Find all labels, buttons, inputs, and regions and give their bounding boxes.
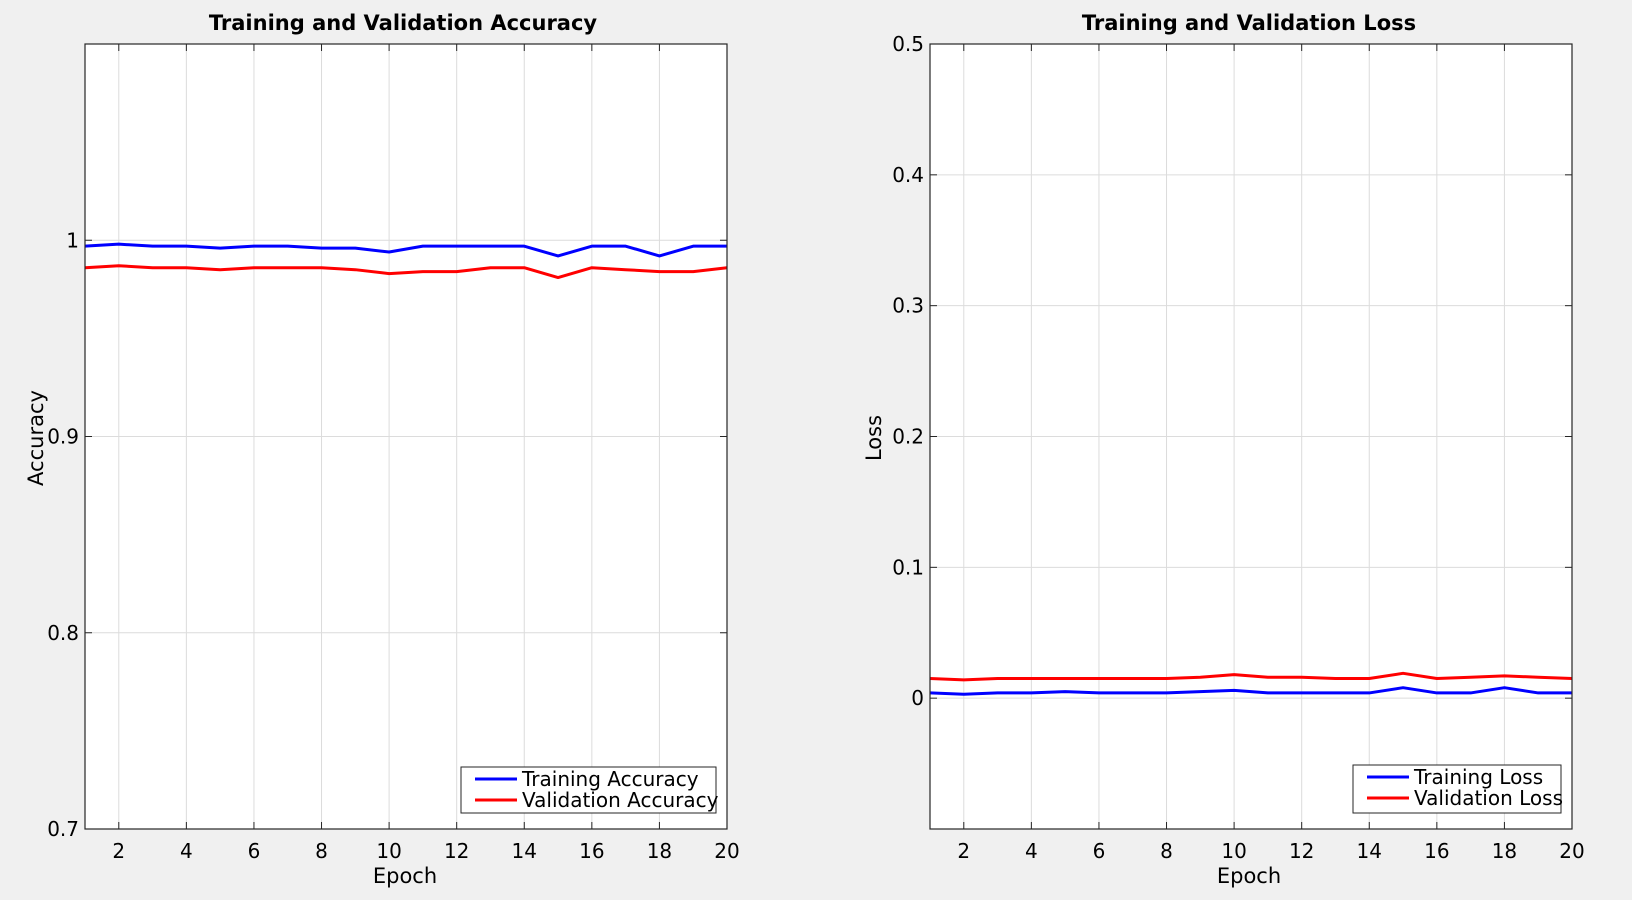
loss-series-validation-line: [929, 671, 1573, 682]
accuracy-x-tick-label: 8: [315, 839, 328, 863]
loss-y-tick-label: 0.2: [892, 425, 924, 449]
loss-x-axis-label: Epoch: [1217, 864, 1281, 888]
loss-x-tick-label: 4: [1025, 839, 1038, 863]
accuracy-x-tick-label: 10: [376, 839, 401, 863]
accuracy-chart: Training and Validation Accuracy Epoch A…: [24, 11, 740, 888]
accuracy-x-tick-label: 16: [579, 839, 604, 863]
loss-x-tick-label: 2: [957, 839, 970, 863]
accuracy-legend-label: Validation Accuracy: [522, 788, 719, 812]
loss-x-tick-label: 10: [1221, 839, 1246, 863]
loss-x-tick-label: 12: [1289, 839, 1314, 863]
accuracy-x-tick-label: 20: [714, 839, 739, 863]
loss-series-training-line: [929, 686, 1572, 696]
loss-legend-box: [1352, 764, 1562, 814]
accuracy-x-axis-label: Epoch: [373, 864, 437, 888]
loss-x-tick-label: 20: [1559, 839, 1584, 863]
loss-chart: Training and Validation Loss Epoch Loss …: [862, 11, 1585, 888]
loss-y-tick-label: 0.5: [892, 32, 924, 56]
loss-y-tick-label: 0.4: [892, 163, 924, 187]
accuracy-y-tick-label: 0.9: [47, 425, 79, 449]
accuracy-y-tick-label: 1: [66, 228, 79, 252]
loss-legend-label: Training Loss: [1413, 765, 1543, 789]
accuracy-y-axis-label: Accuracy: [24, 390, 48, 486]
accuracy-y-tick-label: 0.7: [47, 817, 79, 841]
accuracy-x-tick-label: 12: [444, 839, 469, 863]
accuracy-x-tick-label: 4: [180, 839, 193, 863]
loss-y-tick-label: 0.3: [892, 294, 924, 318]
accuracy-y-tick-label: 0.8: [47, 621, 79, 645]
loss-y-tick-label: 0: [911, 686, 924, 710]
accuracy-series-training-line: [84, 242, 727, 258]
loss-legend-label: Validation Loss: [1414, 786, 1563, 810]
accuracy-x-tick-label: 2: [112, 839, 125, 863]
loss-x-tick-label: 14: [1357, 839, 1382, 863]
loss-chart-title: Training and Validation Loss: [1082, 11, 1416, 35]
loss-y-axis-label: Loss: [862, 415, 886, 461]
loss-x-tick-label: 8: [1160, 839, 1173, 863]
accuracy-x-tick-label: 14: [512, 839, 537, 863]
accuracy-series-validation-line: [84, 264, 728, 280]
loss-x-tick-label: 6: [1093, 839, 1106, 863]
accuracy-x-tick-label: 18: [647, 839, 672, 863]
accuracy-legend-box: [460, 766, 717, 814]
accuracy-chart-title: Training and Validation Accuracy: [209, 11, 598, 35]
accuracy-x-tick-label: 6: [248, 839, 261, 863]
accuracy-legend-label: Training Accuracy: [521, 767, 699, 791]
loss-x-tick-label: 16: [1424, 839, 1449, 863]
loss-x-tick-label: 18: [1492, 839, 1517, 863]
loss-y-tick-label: 0.1: [892, 555, 924, 579]
